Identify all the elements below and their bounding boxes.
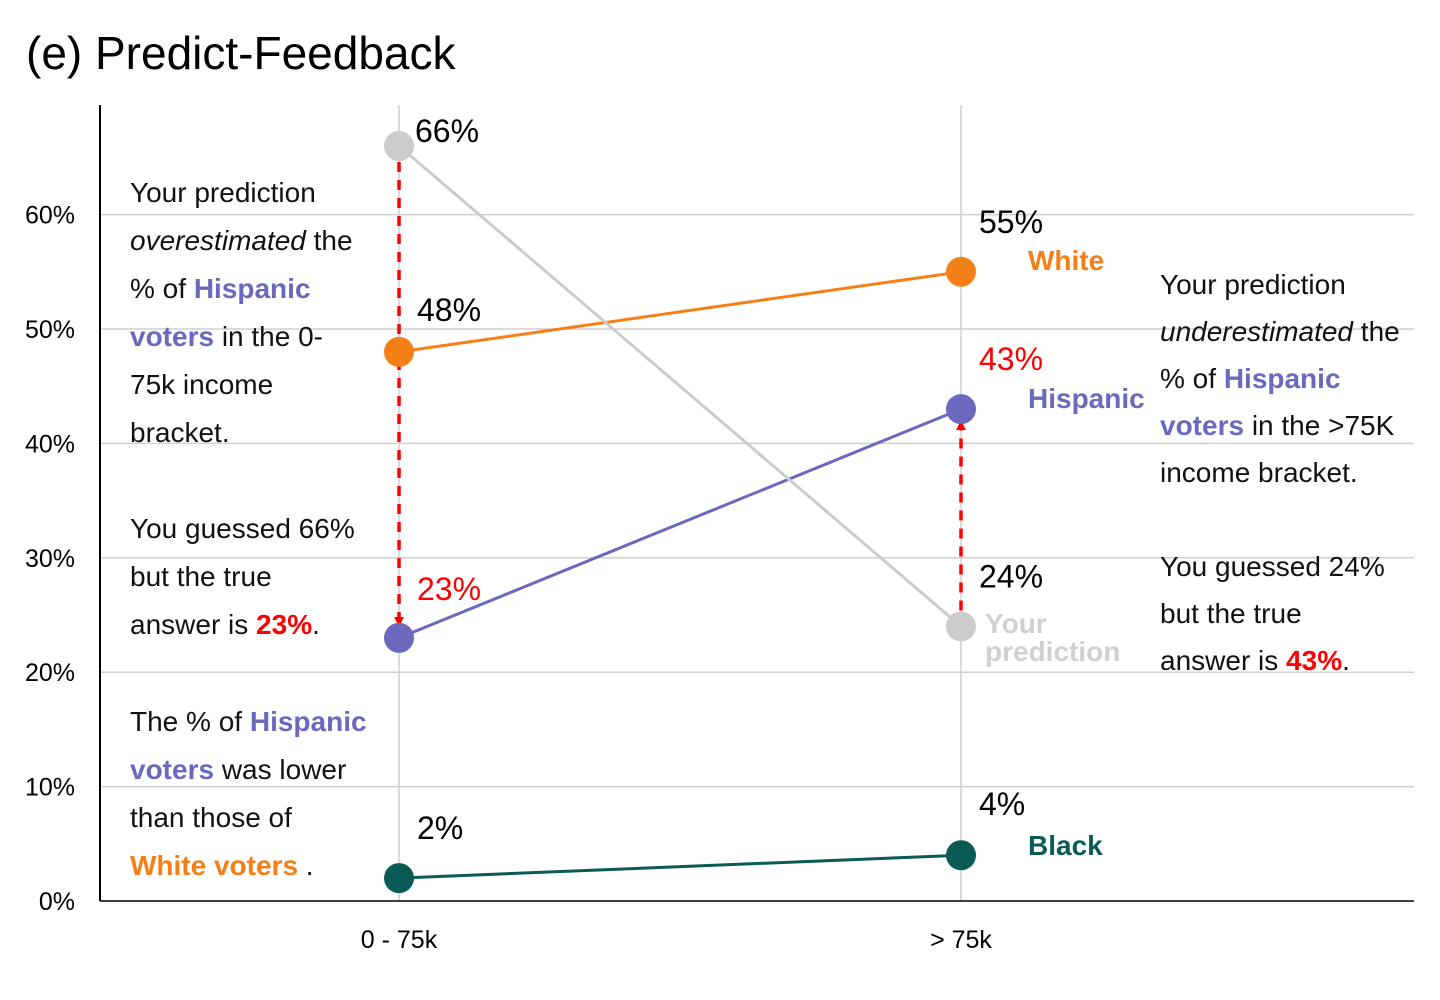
annotation-line: voters was lower <box>130 754 346 785</box>
y-tick-label: 30% <box>25 545 75 573</box>
x-tick-label: > 75k <box>930 926 992 954</box>
series-line <box>398 853 962 880</box>
annotation-line: You guessed 66% <box>130 513 355 544</box>
value-label: 66% <box>415 113 479 149</box>
data-point <box>946 611 976 642</box>
annotations: Your prediction overestimated the % of His… <box>130 177 1400 881</box>
annotation-line: answer is 23%. <box>130 609 320 640</box>
annotation-right-bottom: You guessed 24% but the true answer is 43%… <box>1160 551 1385 676</box>
annotation-line: % of Hispanic <box>1160 363 1341 394</box>
annotation-line: answer is 43%. <box>1160 645 1350 676</box>
annotation-line: voters in the >75K <box>1160 410 1395 441</box>
series-name-label: Hispanic <box>1028 383 1145 414</box>
series-line <box>398 407 962 640</box>
annotation-line: than those of <box>130 802 292 833</box>
data-point <box>946 256 976 287</box>
series-name-label: White <box>1028 245 1104 276</box>
y-tick-label: 60% <box>25 202 75 230</box>
value-label: 48% <box>417 292 481 328</box>
annotation-right-top: Your prediction underestimated the % of Hi… <box>1160 269 1400 488</box>
series-name-label: Your prediction <box>985 608 1120 667</box>
annotation-line: income bracket. <box>1160 457 1358 488</box>
data-point <box>946 840 976 871</box>
x-tick-label: 0 - 75k <box>361 926 438 954</box>
annotation-left-bottom: The % of Hispanic voters was lower than th… <box>130 706 367 881</box>
value-labels: 66% 48% 23% 2% 55% 43% 24% 4% White Hispanic Black… <box>415 113 1145 861</box>
axes: 0% 10% 20% 30% 40% 50% 60% 0 - 75k > 75k <box>25 105 1414 954</box>
annotation-line: You guessed 24% <box>1160 551 1385 582</box>
feedback-arrows <box>394 161 966 627</box>
annotation-line: underestimated the <box>1160 316 1400 347</box>
annotation-line: voters in the 0- <box>130 321 323 352</box>
data-point <box>946 394 976 425</box>
y-tick-label: 50% <box>25 316 75 344</box>
annotation-line: 75k income <box>130 369 273 400</box>
annotation-line: % of Hispanic <box>130 273 311 304</box>
y-tick-label: 10% <box>25 774 75 802</box>
annotation-left-middle: You guessed 66% but the true answer is 23%… <box>130 513 355 640</box>
gridlines <box>100 105 1414 901</box>
annotation-line: Your prediction <box>130 177 316 208</box>
y-tick-label: 20% <box>25 659 75 687</box>
value-label: 43% <box>979 341 1043 377</box>
annotation-line: The % of Hispanic <box>130 706 367 737</box>
data-point <box>384 130 414 161</box>
annotation-line: overestimated the <box>130 225 353 256</box>
annotation-line: Your prediction <box>1160 269 1346 300</box>
value-label: 4% <box>979 786 1025 822</box>
annotation-line: but the true <box>1160 598 1302 629</box>
value-label: 23% <box>417 571 481 607</box>
annotation-line: but the true <box>130 561 272 592</box>
value-label: 24% <box>979 558 1043 594</box>
series-points <box>384 130 976 894</box>
value-label: 2% <box>417 810 463 846</box>
annotation-line: White voters . <box>130 850 314 881</box>
y-tick-label: 40% <box>25 430 75 458</box>
data-point <box>384 336 414 367</box>
annotation-line: bracket. <box>130 417 230 448</box>
data-point <box>384 863 414 894</box>
chart-title: (e) Predict-Feedback <box>26 27 456 79</box>
y-tick-label: 0% <box>39 888 75 916</box>
series-name-label: Black <box>1028 830 1103 861</box>
value-label: 55% <box>979 204 1043 240</box>
annotation-left-top: Your prediction overestimated the % of His… <box>130 177 353 448</box>
series-line <box>398 270 962 354</box>
series-line <box>398 144 962 628</box>
data-point <box>384 622 414 653</box>
series-lines <box>398 144 962 880</box>
